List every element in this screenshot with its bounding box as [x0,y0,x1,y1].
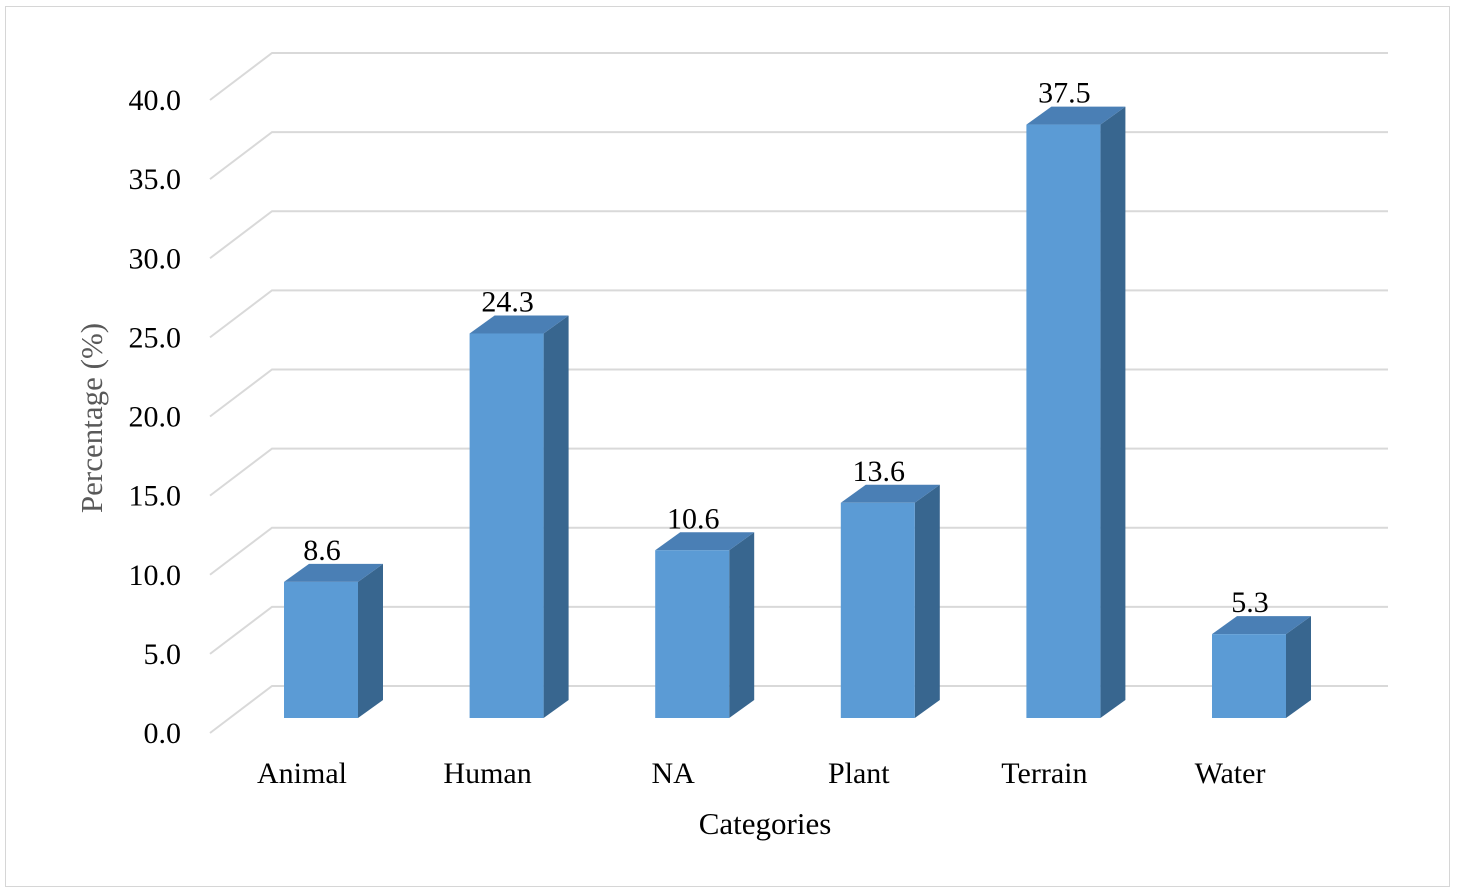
bar-top [655,532,755,551]
gridlines [209,52,1388,734]
gridline [209,685,1388,734]
gridline [209,605,1388,655]
y-tick-label: 30.0 [129,242,182,275]
y-tick-label: 35.0 [129,163,182,196]
gridline [209,210,1388,260]
data-label: 8.6 [303,534,341,567]
data-label: 24.3 [481,285,534,318]
x-tick-label: Animal [257,757,347,790]
bar-side [914,484,940,718]
bar-top [1026,106,1126,125]
bar-front [1026,124,1101,718]
bar-front [840,502,915,718]
x-axis-title: Categories [699,806,832,841]
bar-front [655,550,730,718]
bar-side [729,532,755,718]
bar-side [1100,106,1126,718]
y-tick-label: 10.0 [129,559,182,592]
bar-terrain [1026,106,1126,718]
bar-top [840,484,940,503]
gridline [209,52,1388,101]
gridline [209,447,1388,497]
bar-plant [840,484,940,718]
bar-front [284,581,358,718]
bar-animal [284,563,383,718]
data-label: 10.6 [667,502,720,535]
x-tick-label: Plant [828,757,890,790]
x-tick-label: Water [1195,757,1266,790]
bar-front [469,333,544,718]
bar-water [1212,616,1311,718]
gridline [209,131,1388,180]
data-label: 13.6 [853,455,906,488]
bar-side [543,315,569,718]
y-tick-label: 5.0 [144,638,182,671]
x-tick-label: Terrain [1001,757,1087,790]
bars [284,106,1311,718]
bar-top [284,563,383,582]
x-tick-label: NA [652,757,696,790]
data-label: 5.3 [1231,586,1269,619]
y-tick-label: 40.0 [129,84,182,117]
bar-side [1286,616,1311,718]
y-tick-label: 20.0 [129,401,182,434]
y-axis-title: Percentage (%) [74,323,109,513]
data-label: 37.5 [1038,77,1091,110]
gridline [209,526,1388,576]
y-tick-label: 25.0 [129,321,182,354]
bar-front [1212,634,1286,718]
bar-na [655,532,755,718]
bar-top [469,315,569,334]
gridline [209,368,1388,418]
y-axis-tick-labels: 0.0 5.0 10.0 15.0 20.0 25.0 30.0 35.0 40.0 [129,84,182,750]
bar-side [358,563,383,718]
data-labels: 8.6 24.3 10.6 13.6 37.5 5.3 [303,77,1269,620]
x-axis-tick-labels: Animal Human NA Plant Terrain Water [257,757,1265,790]
gridline [209,289,1388,339]
x-tick-label: Human [443,757,531,790]
y-tick-label: 15.0 [129,480,182,513]
bar-human [469,315,569,718]
bar-top [1212,616,1311,635]
y-tick-label: 0.0 [144,717,182,750]
